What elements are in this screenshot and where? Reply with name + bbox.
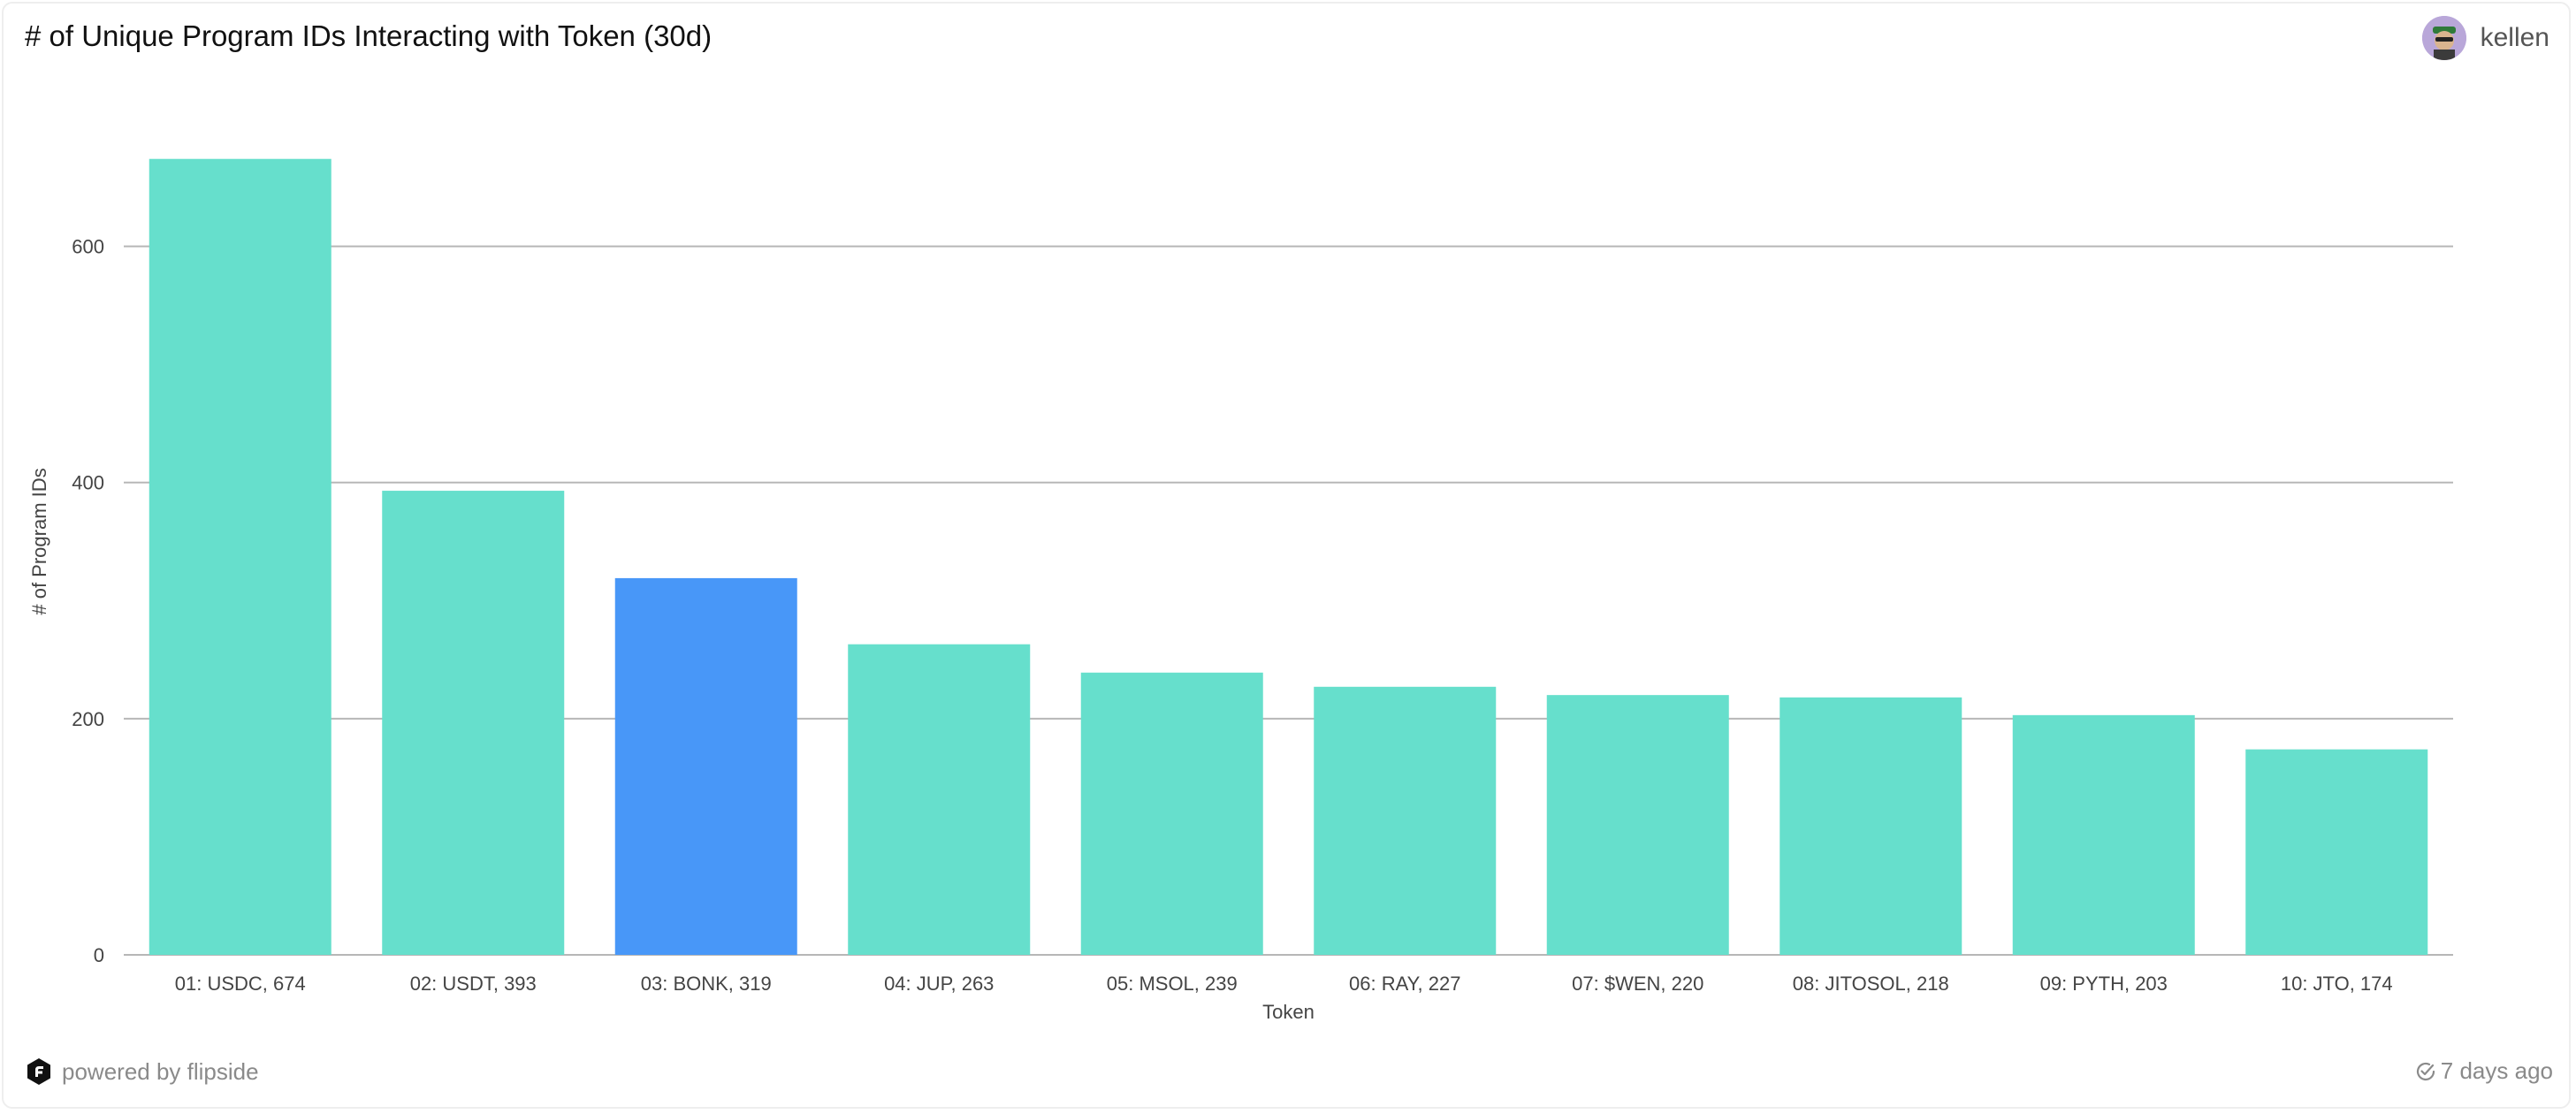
y-tick-label: 600 xyxy=(72,236,104,258)
updated-text: 7 days ago xyxy=(2440,1057,2553,1084)
check-circle-icon xyxy=(2416,1062,2435,1080)
y-tick-label: 200 xyxy=(72,708,104,730)
last-updated: 7 days ago xyxy=(2414,1057,2553,1085)
y-tick-label: 400 xyxy=(72,472,104,494)
flipside-logo-icon xyxy=(27,1058,50,1085)
x-tick-label: 08: JITOSOL, 218 xyxy=(1793,973,1949,995)
y-tick-label: 0 xyxy=(94,944,104,966)
x-tick-label: 10: JTO, 174 xyxy=(2281,973,2393,995)
x-tick-label: 03: BONK, 319 xyxy=(641,973,772,995)
x-tick-label: 05: MSOL, 239 xyxy=(1107,973,1238,995)
bar[interactable] xyxy=(1080,672,1263,955)
bar[interactable] xyxy=(1546,695,1729,955)
bar-chart: 0 200 400 600 01: USDC, 674 02: USDT, 393 03: … xyxy=(28,158,2453,1023)
x-tick-label: 09: PYTH, 203 xyxy=(2040,973,2168,995)
powered-by-link[interactable]: powered by flipside xyxy=(25,1057,259,1086)
x-axis-label: Token xyxy=(1262,1001,1315,1023)
powered-by-text: powered by flipside xyxy=(62,1057,259,1085)
bar[interactable] xyxy=(382,491,565,955)
author-link[interactable]: kellen xyxy=(2421,16,2549,60)
bar[interactable] xyxy=(848,644,1031,955)
user-avatar xyxy=(2421,16,2466,60)
bar[interactable] xyxy=(1314,686,1497,955)
x-tick-label: 02: USDT, 393 xyxy=(410,973,537,995)
bar[interactable] xyxy=(149,158,332,955)
bar[interactable] xyxy=(1780,697,1962,955)
x-tick-label: 04: JUP, 263 xyxy=(884,973,994,995)
chart-title: # of Unique Program IDs Interacting with… xyxy=(25,19,713,52)
bar[interactable] xyxy=(614,577,797,955)
x-tick-label: 07: $WEN, 220 xyxy=(1572,973,1703,995)
author-name: kellen xyxy=(2480,23,2549,52)
x-tick-label: 06: RAY, 227 xyxy=(1349,973,1460,995)
bar[interactable] xyxy=(2012,714,2195,955)
y-axis-label: # of Program IDs xyxy=(28,468,50,614)
x-tick-label: 01: USDC, 674 xyxy=(175,973,306,995)
bar[interactable] xyxy=(2245,749,2428,955)
